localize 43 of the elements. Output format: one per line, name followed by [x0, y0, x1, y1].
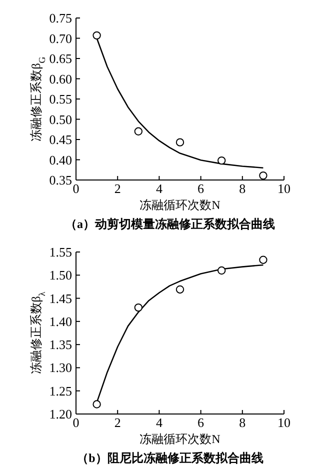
point — [92, 400, 101, 408]
x-tick-label: 0 — [72, 181, 80, 196]
y-tick-label: 0.60 — [49, 71, 72, 86]
point — [218, 156, 226, 165]
x-axis-title: 冻融循环次数N — [140, 432, 221, 446]
y-tick-label: 1.45 — [49, 290, 72, 306]
y-tick-label: 1.20 — [49, 406, 72, 422]
y-tick-label: 0.55 — [49, 92, 72, 106]
point — [92, 31, 101, 40]
x-tick-label: 10 — [278, 181, 290, 196]
text: （b）阻尼比冻融修正系数拟合曲线 — [76, 451, 264, 465]
x-tick-label: 6 — [198, 181, 205, 196]
y-tick-label: 1.25 — [49, 383, 72, 398]
y-tick-label: 0.35 — [49, 172, 72, 188]
point — [259, 171, 268, 180]
x-tick-label: 8 — [239, 181, 246, 196]
y-tick-label: 1.55 — [49, 244, 72, 260]
y-tick-label: 0.50 — [49, 112, 72, 127]
x-tick-label: 2 — [114, 181, 121, 196]
point — [176, 285, 184, 294]
y-tick-label: 0.40 — [49, 152, 72, 168]
y-tick-label: 1.35 — [49, 337, 72, 352]
x-tick-label: 6 — [198, 415, 205, 430]
y-tick-label: 1.50 — [49, 268, 72, 283]
x-tick-label: 4 — [156, 181, 163, 196]
x-tick-label: 0 — [72, 415, 80, 430]
y-tick-label: 0.75 — [49, 10, 72, 26]
point — [259, 256, 268, 264]
y-tick-label: 1.30 — [49, 360, 72, 376]
y-tick-label: 0.65 — [49, 51, 72, 66]
x-axis-title: 冻融循环次数N — [140, 198, 221, 212]
y-tick-label: 0.45 — [49, 132, 72, 147]
text: （a）动剪切模量冻融修正系数拟合曲线 — [65, 217, 275, 231]
x-tick-label: 8 — [239, 415, 246, 430]
x-tick-label: 4 — [156, 415, 163, 430]
x-tick-label: 2 — [114, 415, 121, 430]
point — [134, 127, 142, 136]
x-tick-label: 10 — [278, 415, 290, 430]
y-tick-label: 1.40 — [49, 314, 72, 329]
point — [218, 266, 226, 275]
y-tick-label: 0.70 — [49, 30, 72, 46]
point — [134, 303, 142, 312]
point — [176, 138, 184, 146]
